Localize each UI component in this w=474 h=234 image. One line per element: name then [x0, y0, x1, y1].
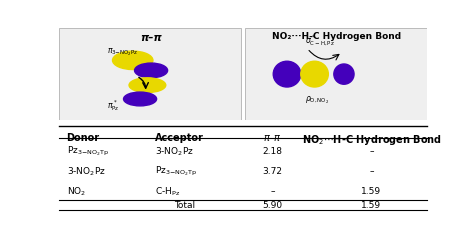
Text: 3-NO$_2$Pz: 3-NO$_2$Pz — [66, 165, 106, 178]
Text: –: – — [270, 187, 274, 196]
Text: NO₂···H-C Hydrogen Bond: NO₂···H-C Hydrogen Bond — [272, 32, 401, 41]
Text: 2.18: 2.18 — [262, 147, 283, 156]
Text: Pz$_{3\mathrm{-NO_2Tp}}$: Pz$_{3\mathrm{-NO_2Tp}}$ — [66, 145, 109, 158]
Text: 5.90: 5.90 — [262, 201, 283, 210]
Text: NO$_2$: NO$_2$ — [66, 185, 86, 198]
Text: Pz$_{3\mathrm{-NO_2Tp}}$: Pz$_{3\mathrm{-NO_2Tp}}$ — [155, 165, 197, 178]
Ellipse shape — [124, 92, 156, 106]
Text: 3.72: 3.72 — [262, 167, 283, 176]
Ellipse shape — [112, 51, 153, 69]
Text: –: – — [369, 147, 374, 156]
Text: 1.59: 1.59 — [362, 187, 382, 196]
Text: $\rho_{\mathrm{O,NO_2}}$: $\rho_{\mathrm{O,NO_2}}$ — [305, 94, 329, 106]
FancyBboxPatch shape — [59, 28, 241, 120]
Ellipse shape — [301, 61, 328, 87]
Ellipse shape — [273, 61, 301, 87]
Text: 1.59: 1.59 — [362, 201, 382, 210]
Ellipse shape — [135, 63, 168, 78]
Text: $\pi_{3\mathrm{-NO_2Pz}}$: $\pi_{3\mathrm{-NO_2Pz}}$ — [107, 46, 138, 58]
Text: Total: Total — [173, 201, 195, 210]
Text: $\pi$–$\pi$: $\pi$–$\pi$ — [263, 133, 282, 143]
Text: –: – — [369, 167, 374, 176]
Text: C-H$_{\mathrm{Pz}}$: C-H$_{\mathrm{Pz}}$ — [155, 185, 180, 198]
Text: Donor: Donor — [66, 133, 100, 143]
Ellipse shape — [334, 64, 354, 84]
Ellipse shape — [129, 78, 166, 92]
Text: $\sigma^*_{\mathrm{C-H,Pz}}$: $\sigma^*_{\mathrm{C-H,Pz}}$ — [305, 34, 335, 48]
Text: 3-NO$_2$Pz: 3-NO$_2$Pz — [155, 145, 194, 157]
Text: NO$_2$$\cdots$H-C Hydrogen Bond: NO$_2$$\cdots$H-C Hydrogen Bond — [301, 133, 441, 147]
Text: $\pi^*_{\mathrm{Pz}}$: $\pi^*_{\mathrm{Pz}}$ — [107, 98, 119, 113]
FancyBboxPatch shape — [245, 28, 427, 120]
Text: π–π: π–π — [140, 33, 162, 43]
Text: Acceptor: Acceptor — [155, 133, 204, 143]
